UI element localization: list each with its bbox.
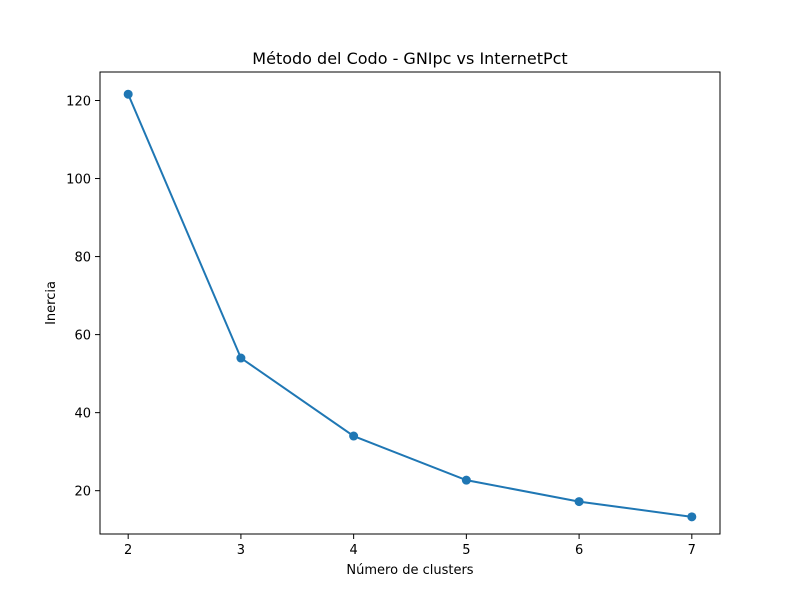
y-tick-label: 120	[66, 94, 91, 109]
x-tick-label: 3	[237, 543, 245, 558]
chart-title: Método del Codo - GNIpc vs InternetPct	[252, 49, 567, 68]
data-point	[687, 512, 697, 522]
data-point	[574, 497, 584, 507]
data-point	[236, 353, 246, 363]
y-tick-label: 80	[74, 251, 91, 266]
x-tick-label: 4	[349, 543, 357, 558]
y-tick-label: 100	[66, 173, 91, 188]
x-tick-label: 2	[124, 543, 132, 558]
plot-area	[123, 89, 697, 522]
x-tick-label: 6	[575, 543, 583, 558]
x-axis-label: Número de clusters	[346, 563, 473, 578]
data-point	[461, 475, 471, 485]
y-tick-label: 60	[74, 329, 91, 344]
data-point	[349, 431, 359, 441]
y-tick-label: 20	[74, 485, 91, 500]
data-point	[123, 89, 133, 99]
y-axis-label: Inercia	[44, 281, 59, 325]
y-axis: 20 40 60 80 100 120	[66, 94, 100, 500]
x-axis: 2 3 4 5 6 7	[124, 534, 696, 558]
x-tick-label: 5	[462, 543, 470, 558]
x-tick-label: 7	[688, 543, 696, 558]
plot-frame	[99, 71, 721, 535]
y-tick-label: 40	[74, 407, 91, 422]
series-line	[127, 93, 692, 518]
